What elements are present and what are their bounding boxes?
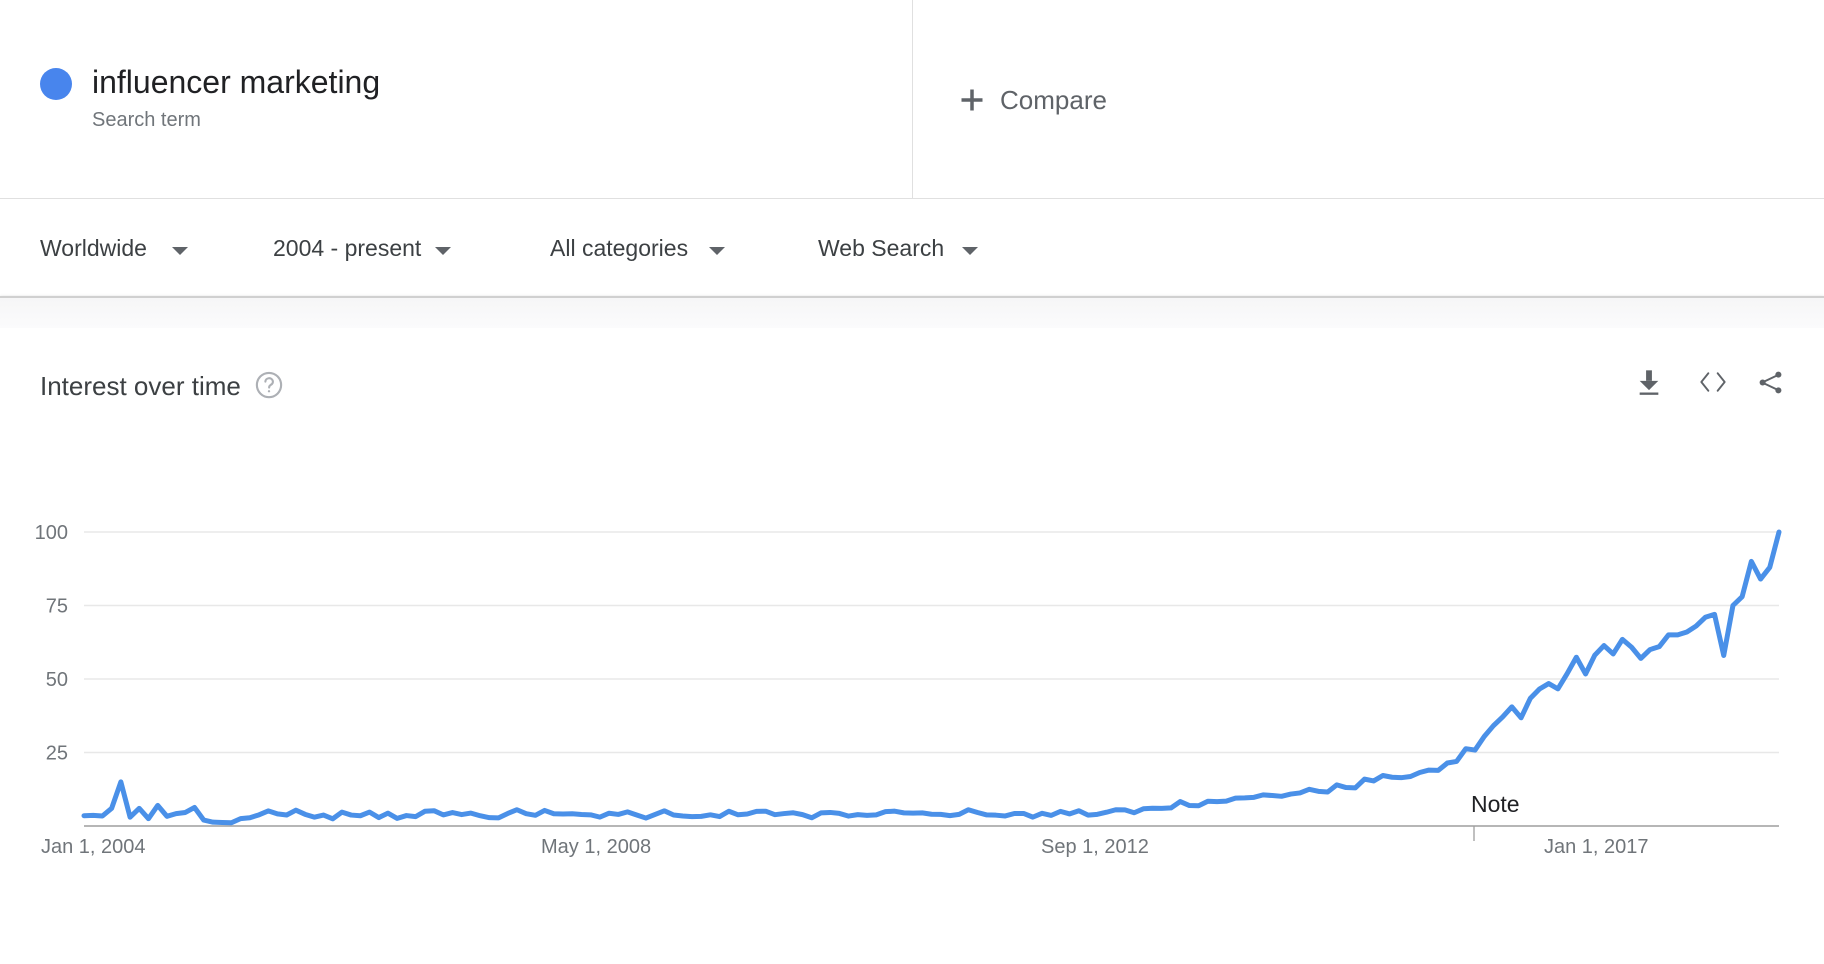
svg-text:Note: Note xyxy=(1471,791,1520,817)
svg-text:Jan 1, 2004: Jan 1, 2004 xyxy=(41,836,146,858)
svg-text:100: 100 xyxy=(35,522,68,544)
svg-text:75: 75 xyxy=(46,596,68,618)
svg-text:Jan 1, 2017: Jan 1, 2017 xyxy=(1544,836,1649,858)
svg-text:May 1, 2008: May 1, 2008 xyxy=(541,836,651,858)
svg-text:Sep 1, 2012: Sep 1, 2012 xyxy=(1041,836,1149,858)
svg-text:50: 50 xyxy=(46,669,68,691)
svg-text:25: 25 xyxy=(46,743,68,765)
